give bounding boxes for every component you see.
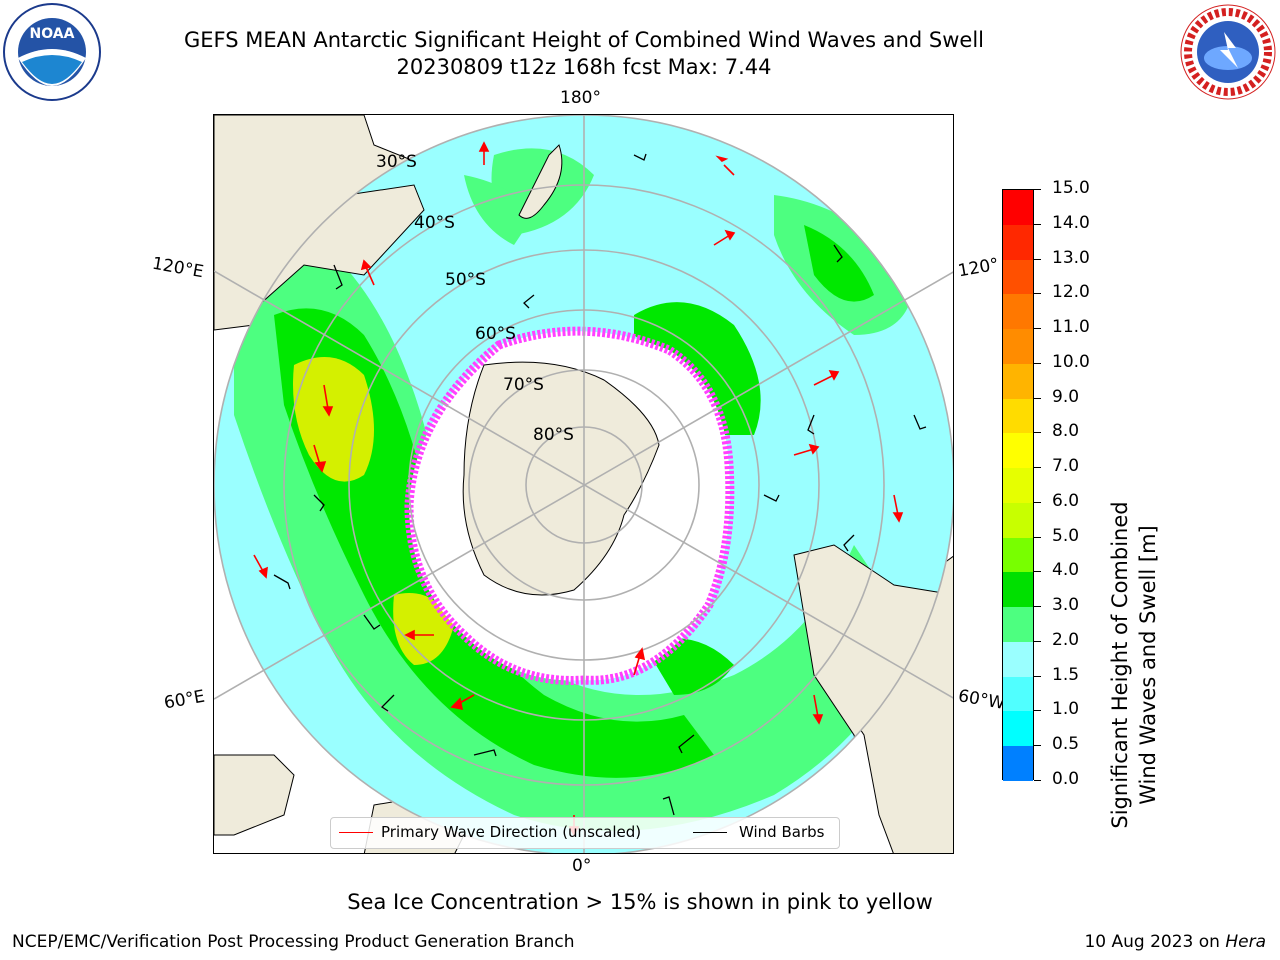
colorbar-tick-label: 7.0 (1052, 456, 1080, 477)
lat-label-80s: 80°S (533, 425, 574, 445)
colorbar-tick-label: 12.0 (1052, 282, 1090, 303)
colorbar-tick-label: 11.0 (1052, 317, 1090, 338)
colorbar-tick-mark (1034, 397, 1041, 399)
colorbar (1002, 189, 1034, 782)
colorbar-segment (1003, 433, 1033, 469)
lon-label-60e: 60°E (162, 686, 207, 714)
colorbar-tick-label: 6.0 (1052, 490, 1080, 511)
colorbar-segment (1003, 468, 1033, 504)
colorbar-label-line2: Wind Waves and Swell [m] (1136, 525, 1160, 805)
colorbar-tick-label: 3.0 (1052, 595, 1080, 616)
colorbar-tick-label: 10.0 (1052, 351, 1090, 372)
lat-label-40s: 40°S (414, 213, 455, 233)
colorbar-tick-mark (1034, 501, 1041, 503)
graticule (214, 115, 953, 853)
machine-name: Hera (1225, 932, 1266, 952)
lat-label-30s: 30°S (376, 152, 417, 172)
colorbar-segment (1003, 502, 1033, 539)
colorbar-segment (1003, 363, 1033, 400)
colorbar-segment (1003, 294, 1033, 330)
colorbar-tick-mark (1034, 780, 1041, 781)
national-weather-service-logo (1178, 2, 1278, 102)
colorbar-tick-label: 0.0 (1052, 769, 1080, 789)
colorbar-tick-mark (1034, 362, 1041, 364)
colorbar-tick-label: 1.5 (1052, 664, 1080, 685)
colorbar-tick-mark (1034, 189, 1041, 190)
colorbar-tick-label: 9.0 (1052, 386, 1080, 407)
colorbar-segment (1003, 711, 1033, 747)
lon-label-120w: 120° (956, 254, 1001, 282)
colorbar-tick-mark (1034, 328, 1041, 330)
new-zealand-land (518, 144, 563, 219)
colorbar-tick-label: 4.0 (1052, 560, 1080, 581)
colorbar-tick-mark (1034, 745, 1041, 747)
branch-credit: NCEP/EMC/Verification Post Processing Pr… (12, 932, 575, 952)
lon-label-60w: 60°W (956, 686, 1007, 714)
colorbar-tick-label: 1.0 (1052, 699, 1080, 720)
wind-barbs (273, 153, 927, 816)
legend-barb-line (693, 832, 727, 833)
polar-map (214, 115, 953, 853)
chart-title: GEFS MEAN Antarctic Significant Height o… (183, 28, 985, 52)
legend-wave-line (339, 832, 373, 833)
colorbar-tick-label: 5.0 (1052, 525, 1080, 546)
lon-label-120e: 120°E (150, 253, 206, 283)
colorbar-tick-mark (1034, 571, 1041, 573)
colorbar-segment (1003, 572, 1033, 608)
map-legend: Primary Wave Direction (unscaled) Wind B… (330, 817, 840, 849)
colorbar-segment (1003, 329, 1033, 365)
colorbar-tick-mark (1034, 536, 1041, 538)
wave-arrows (253, 141, 904, 837)
colorbar-tick-mark (1034, 675, 1041, 677)
date-prefix: 10 Aug 2023 on (1084, 932, 1226, 952)
colorbar-tick-mark (1034, 258, 1041, 260)
noaa-logo: NOAA (2, 2, 102, 102)
colorbar-tick-label: 8.0 (1052, 421, 1080, 442)
noaa-logo-text: NOAA (30, 26, 75, 42)
colorbar-segment (1003, 224, 1033, 260)
legend-barb-label: Wind Barbs (739, 823, 825, 841)
colorbar-segment (1003, 641, 1033, 678)
colorbar-segment (1003, 259, 1033, 295)
colorbar-tick-label: 14.0 (1052, 212, 1090, 233)
lat-label-60s: 60°S (475, 324, 516, 344)
colorbar-tick-label: 15.0 (1052, 178, 1090, 198)
colorbar-tick-mark (1034, 223, 1041, 225)
colorbar-tick-mark (1034, 432, 1041, 434)
colorbar-tick-mark (1034, 640, 1041, 642)
colorbar-tick-label: 13.0 (1052, 247, 1090, 268)
date-stamp: 10 Aug 2023 on Hera (1084, 932, 1266, 952)
sea-ice-note: Sea Ice Concentration > 15% is shown in … (347, 890, 933, 914)
colorbar-tick-mark (1034, 467, 1041, 469)
lon-label-180: 180° (560, 88, 601, 108)
colorbar-tick-label: 2.0 (1052, 629, 1080, 650)
colorbar-label-line1: Significant Height of Combined (1108, 501, 1132, 829)
colorbar-segment (1003, 676, 1033, 712)
colorbar-tick-mark (1034, 293, 1041, 295)
lat-label-70s: 70°S (503, 375, 544, 395)
colorbar-tick-label: 0.5 (1052, 734, 1080, 755)
colorbar-tick-mark (1034, 710, 1041, 712)
colorbar-segment (1003, 607, 1033, 643)
colorbar-segment (1003, 398, 1033, 434)
lon-label-0: 0° (572, 856, 592, 876)
chart-subtitle: 20230809 t12z 168h fcst Max: 7.44 (396, 55, 772, 79)
colorbar-segment (1003, 746, 1033, 782)
lat-label-50s: 50°S (445, 270, 486, 290)
map-panel (213, 114, 954, 854)
colorbar-tick-mark (1034, 606, 1041, 608)
africa-land (214, 754, 295, 836)
colorbar-segment (1003, 537, 1033, 573)
colorbar-segment (1003, 190, 1033, 226)
legend-wave-label: Primary Wave Direction (unscaled) (381, 823, 642, 841)
colorbar-label: Significant Height of Combined Wind Wave… (1106, 465, 1162, 865)
